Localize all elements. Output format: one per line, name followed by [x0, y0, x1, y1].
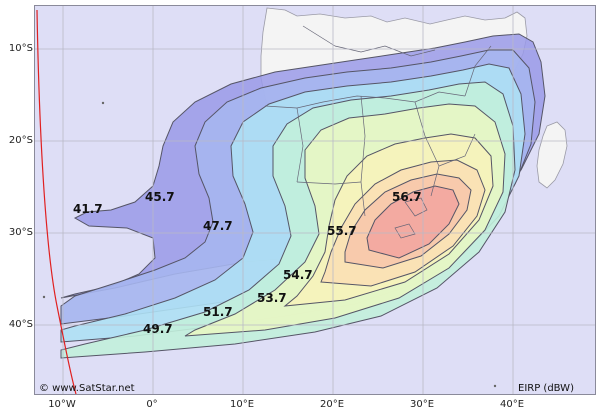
longitude-label: 0°	[146, 399, 158, 410]
contour-label: 56.7	[392, 190, 422, 204]
contour-label: 51.7	[203, 305, 233, 319]
contour-label: 41.7	[73, 202, 103, 216]
longitude-label: 10°E	[229, 399, 255, 410]
island-marker	[493, 384, 497, 388]
contour-label: 45.7	[145, 190, 175, 204]
latitude-label: 20°S	[8, 135, 33, 146]
graticule	[35, 6, 595, 394]
island-marker	[42, 295, 46, 299]
longitude-label: 20°E	[319, 399, 345, 410]
longitude-label: 10°W	[48, 399, 76, 410]
longitude-label: 30°E	[409, 399, 435, 410]
latitude-label: 40°S	[8, 319, 33, 330]
contour-label: 55.7	[327, 224, 357, 238]
eirp-contours	[60, 33, 546, 359]
contour-label: 47.7	[203, 219, 233, 233]
visibility-horizon-line	[36, 9, 77, 394]
latitude-label: 30°S	[8, 227, 33, 238]
contour-label: 54.7	[283, 268, 313, 282]
coverage-map-canvas: 41.7 45.7 47.7 49.7 51.7 53.7 54.7 55.7 …	[35, 6, 595, 394]
latitude-label: 10°S	[8, 43, 33, 54]
legend-unit-text: EIRP (dBW)	[518, 383, 574, 394]
island-marker	[101, 101, 105, 105]
credit-text: © www.SatStar.net	[39, 383, 135, 394]
contour-label: 49.7	[143, 322, 173, 336]
coverage-map: 41.7 45.7 47.7 49.7 51.7 53.7 54.7 55.7 …	[34, 5, 596, 395]
madagascar-landmass	[536, 121, 568, 189]
contour-label: 53.7	[257, 291, 287, 305]
longitude-label: 40°E	[499, 399, 525, 410]
contour-56-7	[366, 185, 460, 259]
